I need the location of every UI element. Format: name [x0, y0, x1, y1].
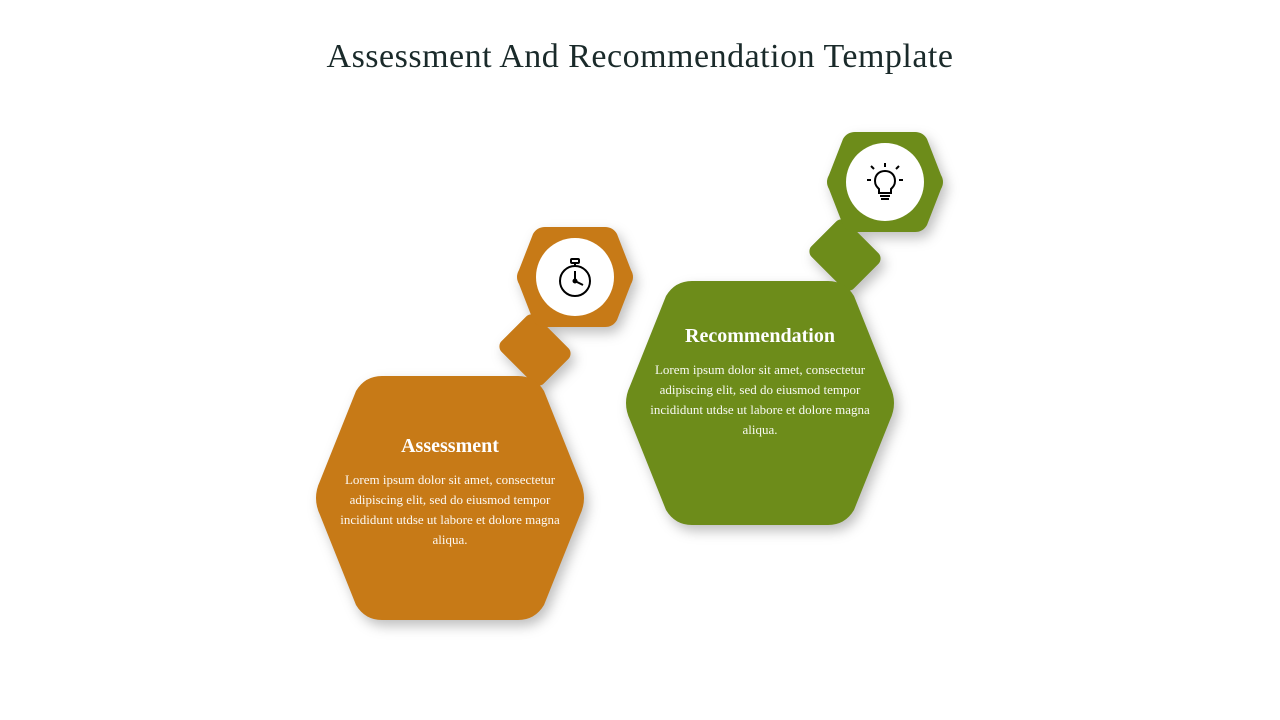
assessment-content: Assessment Lorem ipsum dolor sit amet, c…: [335, 435, 565, 551]
page-title: Assessment And Recommendation Template: [0, 38, 1280, 76]
lightbulb-icon: [861, 158, 909, 206]
assessment-body: Lorem ipsum dolor sit amet, consectetur …: [335, 470, 565, 551]
recommendation-heading: Recommendation: [645, 325, 875, 348]
recommendation-body: Lorem ipsum dolor sit amet, consectetur …: [645, 360, 875, 441]
recommendation-icon-circle: [846, 143, 924, 221]
recommendation-content: Recommendation Lorem ipsum dolor sit ame…: [645, 325, 875, 441]
assessment-icon-circle: [536, 238, 614, 316]
stopwatch-icon: [551, 253, 599, 301]
assessment-heading: Assessment: [335, 435, 565, 458]
